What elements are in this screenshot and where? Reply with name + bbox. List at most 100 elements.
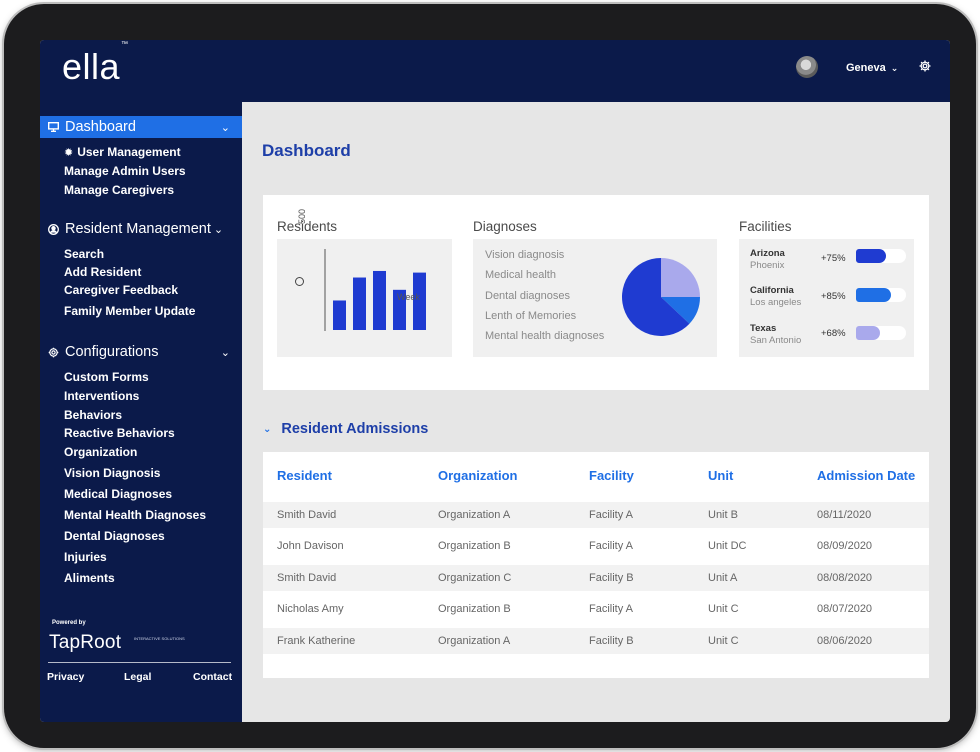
facility-percent: +75%	[821, 253, 846, 264]
gear-icon	[48, 347, 61, 358]
facility-percent: +68%	[821, 328, 846, 339]
cell-facility: Facility A	[589, 509, 634, 521]
cell-facility: Facility A	[589, 540, 634, 552]
avatar[interactable]	[796, 56, 818, 78]
residents-bar-chart	[324, 249, 426, 331]
monitor-icon	[48, 122, 61, 132]
cell-unit: Unit B	[708, 509, 738, 521]
sidebar-item-mental-health-diagnoses[interactable]: Mental Health Diagnoses	[64, 508, 207, 522]
x-axis-label: Week	[397, 292, 420, 302]
cell-resident: Nicholas Amy	[277, 603, 344, 615]
nav-dashboard[interactable]: Dashboard ⌄	[40, 116, 242, 138]
origin-icon	[295, 277, 304, 286]
contact-link[interactable]: Contact	[193, 671, 233, 683]
table-row[interactable]: John Davison Organization B Facility A U…	[263, 533, 929, 559]
sidebar-item-caregiver-feedback[interactable]: Caregiver Feedback	[64, 283, 179, 297]
cell-organization: Organization C	[438, 572, 512, 584]
sidebar-item-organization[interactable]: Organization	[64, 445, 138, 459]
taproot-tagline: INTERACTIVE SOLUTIONS	[134, 636, 185, 641]
chevron-down-icon: ⌄	[220, 121, 230, 134]
sidebar-item-custom-forms[interactable]: Custom Forms	[64, 370, 149, 384]
cell-admission-date: 08/06/2020	[817, 635, 873, 647]
footer-divider	[48, 662, 231, 663]
facility-progress-bar	[856, 288, 906, 302]
sidebar-item-label: User Management	[77, 145, 181, 159]
diagnosis-item: Lenth of Memories	[485, 310, 577, 322]
sidebar-item-user-management[interactable]: ✹ User Management	[64, 145, 181, 159]
cell-unit: Unit DC	[708, 540, 747, 552]
diagnosis-item: Medical health	[485, 269, 556, 281]
chevron-down-icon: ⌄	[220, 346, 230, 359]
cell-organization: Organization B	[438, 603, 511, 615]
facility-progress-bar	[856, 326, 906, 340]
sidebar-item-manage-caregivers[interactable]: Manage Caregivers	[64, 183, 175, 197]
cell-facility: Facility B	[589, 635, 634, 647]
cell-facility: Facility B	[589, 572, 634, 584]
facility-percent: +85%	[821, 291, 846, 302]
cell-facility: Facility A	[589, 603, 634, 615]
chevron-down-icon: ⌄	[890, 62, 899, 73]
chevron-down-icon: ⌄	[263, 423, 272, 435]
sidebar-item-manage-admin-users[interactable]: Manage Admin Users	[64, 164, 186, 178]
nav-configurations[interactable]: Configurations ⌄	[40, 341, 242, 363]
cell-organization: Organization B	[438, 540, 511, 552]
y-tick-label: 500	[297, 208, 307, 224]
facility-city: Phoenix	[750, 260, 785, 271]
facility-progress-fill	[856, 288, 891, 302]
top-bar: ella™ Geneva ⌄	[40, 40, 950, 102]
pie-slice	[622, 258, 690, 336]
column-header-admission-date[interactable]: Admission Date	[817, 468, 916, 483]
user-menu[interactable]: Geneva ⌄	[846, 62, 898, 74]
sidebar-item-family-member-update[interactable]: Family Member Update	[64, 304, 196, 318]
privacy-link[interactable]: Privacy	[47, 671, 85, 683]
sidebar-item-injuries[interactable]: Injuries	[64, 550, 107, 564]
facility-state: Arizona	[750, 248, 785, 259]
sidebar-item-interventions[interactable]: Interventions	[64, 389, 140, 403]
table-row[interactable]: Nicholas Amy Organization B Facility A U…	[263, 596, 929, 622]
cell-admission-date: 08/09/2020	[817, 540, 873, 552]
powered-by-label: Powered by	[52, 620, 86, 626]
table-row[interactable]: Smith David Organization C Facility B Un…	[263, 565, 929, 591]
facility-city: Los angeles	[750, 297, 802, 308]
gear-icon[interactable]	[918, 59, 932, 73]
facility-state: Texas	[750, 323, 777, 334]
nav-resident-management[interactable]: Resident Management ⌄	[40, 218, 242, 240]
cell-admission-date: 08/11/2020	[817, 509, 872, 521]
chevron-down-icon: ⌄	[213, 223, 224, 236]
column-header-organization[interactable]: Organization	[438, 468, 518, 483]
sidebar-item-add-resident[interactable]: Add Resident	[64, 265, 142, 279]
sidebar-item-aliments[interactable]: Aliments	[64, 571, 115, 585]
column-header-facility[interactable]: Facility	[589, 468, 634, 483]
nav-dashboard-label: Dashboard	[65, 119, 136, 135]
diagnosis-item: Dental diagnoses	[485, 290, 571, 302]
column-header-unit[interactable]: Unit	[708, 468, 734, 483]
column-header-resident[interactable]: Resident	[277, 468, 332, 483]
legal-link[interactable]: Legal	[124, 671, 152, 683]
sidebar-item-dental-diagnoses[interactable]: Dental Diagnoses	[64, 529, 165, 543]
taproot-logo: TapRoot	[49, 632, 122, 653]
sidebar-item-medical-diagnoses[interactable]: Medical Diagnoses	[64, 487, 173, 501]
page-title: Dashboard	[262, 141, 351, 160]
diagnosis-item: Vision diagnosis	[485, 249, 565, 261]
app-logo[interactable]: ella™	[62, 41, 129, 88]
diagnosis-item: Mental health diagnoses	[485, 330, 605, 342]
cell-resident: Smith David	[277, 572, 337, 584]
residents-bar	[373, 270, 386, 330]
sidebar-item-search[interactable]: Search	[64, 247, 105, 261]
residents-title: Residents	[277, 219, 338, 234]
residents-bar	[413, 272, 426, 330]
summary-cards: Residents 500 Week Diagnoses Vision diag…	[263, 195, 929, 390]
facility-city: San Antonio	[750, 335, 802, 346]
cell-unit: Unit C	[708, 603, 739, 615]
cell-resident: John Davison	[277, 540, 344, 552]
pie-slice	[661, 258, 700, 297]
pie-slice	[661, 297, 700, 324]
user-name: Geneva	[846, 62, 886, 74]
table-row[interactable]: Frank Katherine Organization A Facility …	[263, 628, 929, 654]
resident-admissions-toggle[interactable]: ⌄ Resident Admissions	[263, 421, 428, 437]
cell-unit: Unit C	[708, 635, 739, 647]
table-row[interactable]: Smith David Organization A Facility A Un…	[263, 502, 929, 528]
sidebar-item-vision-diagnosis[interactable]: Vision Diagnosis	[64, 466, 161, 480]
sidebar-item-behaviors[interactable]: Behaviors	[64, 408, 123, 422]
sidebar-item-reactive-behaviors[interactable]: Reactive Behaviors	[64, 426, 175, 440]
